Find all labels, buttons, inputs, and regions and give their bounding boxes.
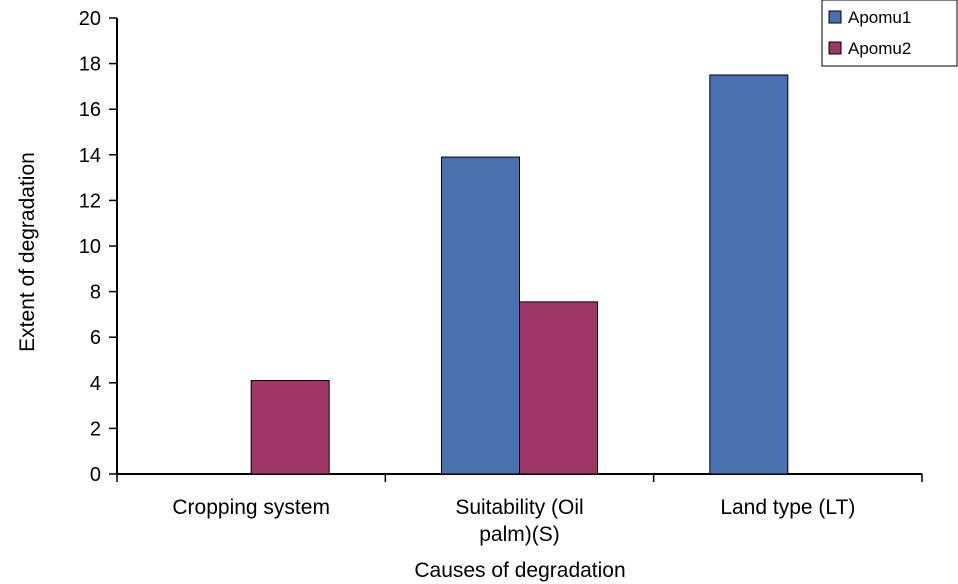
y-tick-label: 10: [79, 236, 101, 258]
y-tick-label: 4: [90, 373, 101, 395]
bar-apomu2: [519, 301, 598, 475]
y-tick-label: 6: [90, 327, 101, 349]
bar-apomu2: [250, 380, 330, 475]
x-axis-title: Causes of degradation: [414, 559, 625, 582]
y-axis-title: Extent of degradation: [16, 152, 39, 352]
y-tick-label: 12: [79, 190, 101, 212]
legend-swatch: [828, 10, 842, 24]
category-label: Land type (LT): [720, 496, 855, 519]
y-tick-label: 14: [79, 145, 101, 167]
y-tick-label: 0: [90, 464, 101, 486]
category-labels: Cropping system Suitability (Oil palm)(S) L…: [172, 496, 855, 546]
y-tick-label: 8: [90, 282, 101, 304]
legend-label: Apomu2: [848, 39, 911, 58]
category-label: Cropping system: [172, 496, 330, 519]
bar-apomu1: [709, 74, 789, 475]
category-label: palm)(S): [479, 523, 560, 546]
y-axis-ticks: 0 2 4 6 8 10 12 14 16 18 20: [79, 8, 117, 486]
bar-apomu1: [441, 156, 520, 475]
legend: Apomu1 Apomu2: [821, 0, 958, 67]
y-tick-label: 18: [79, 54, 101, 76]
x-axis-ticks: [116, 474, 923, 482]
legend-label: Apomu1: [848, 8, 911, 27]
bar-series: [250, 74, 789, 475]
y-tick-label: 2: [90, 418, 101, 440]
y-tick-label: 20: [79, 8, 101, 30]
category-label: Suitability (Oil: [455, 496, 583, 519]
legend-swatch: [828, 41, 842, 55]
y-tick-label: 16: [79, 99, 101, 121]
legend-box: [821, 0, 958, 67]
